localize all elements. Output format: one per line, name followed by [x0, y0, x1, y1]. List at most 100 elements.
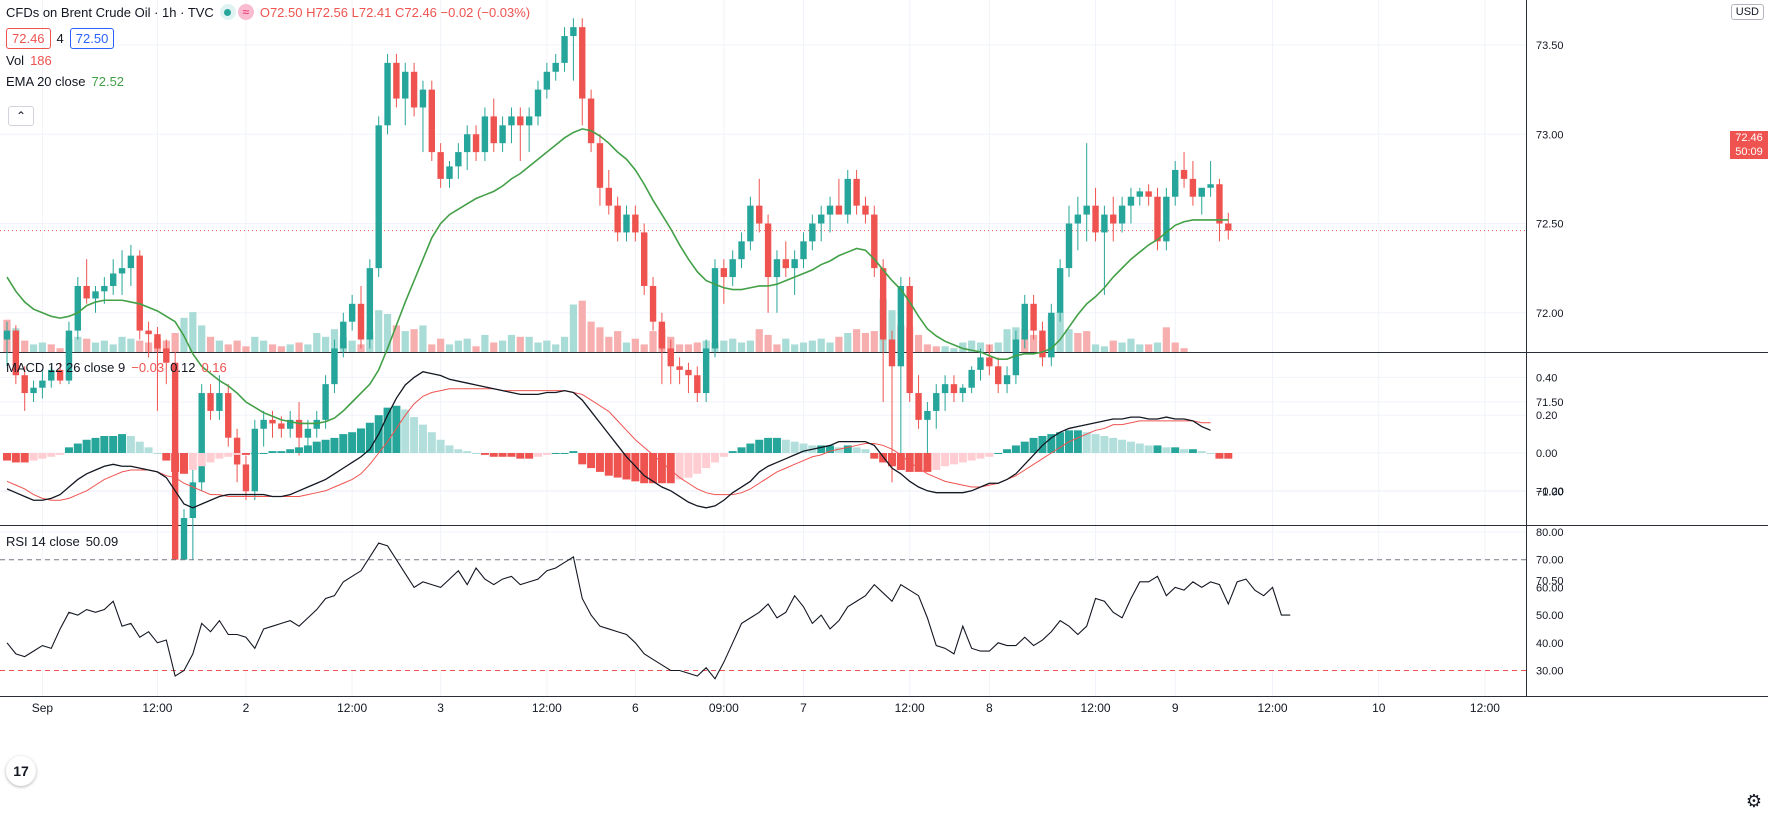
macd-histogram-bar — [56, 453, 65, 455]
volume-bar — [127, 338, 135, 352]
volume-bar — [1100, 346, 1108, 352]
macd-histogram-bar — [171, 453, 180, 472]
macd-axis-label: 0.40 — [1536, 372, 1557, 384]
volume-bar — [605, 336, 613, 352]
volume-bar — [861, 333, 870, 352]
bid-button[interactable]: 72.46 — [6, 28, 51, 49]
macd-histogram-bar — [994, 453, 1003, 454]
macd-histogram-bar — [348, 432, 357, 453]
candle-up — [384, 62, 391, 126]
volume-bar — [286, 344, 294, 352]
candle-up — [118, 268, 126, 274]
volume-bar — [817, 338, 825, 352]
candle-down — [667, 348, 674, 367]
time-axis-label: 6 — [632, 701, 639, 715]
macd-histogram-bar — [295, 447, 304, 453]
macd-histogram-bar — [100, 435, 109, 453]
macd-histogram-bar — [595, 453, 604, 472]
volume-bar — [74, 336, 82, 352]
candle-up — [552, 62, 559, 72]
candle-down — [915, 393, 922, 420]
settings-gear-icon[interactable]: ⚙ — [1745, 791, 1762, 811]
candle-down — [1030, 303, 1037, 331]
price-axis-label: 71.00 — [1536, 486, 1564, 498]
ema-legend[interactable]: EMA 20 close 72.52 — [6, 74, 124, 89]
macd-histogram-bar — [1162, 447, 1171, 453]
volume-bar — [454, 340, 462, 352]
candle-up — [561, 36, 568, 63]
macd-histogram-bar — [728, 451, 737, 453]
macd-histogram-bar — [755, 439, 764, 453]
volume-bar — [853, 329, 861, 352]
chevron-up-icon: ⌃ — [15, 109, 27, 123]
currency-button[interactable]: USD — [1730, 4, 1764, 20]
macd-histogram-bar — [321, 439, 330, 453]
macd-hist-value: −0.03 — [131, 360, 165, 375]
volume-bar — [516, 336, 524, 352]
candle-up — [1172, 169, 1179, 197]
volume-bar — [791, 344, 799, 352]
volume-bar — [445, 344, 454, 352]
macd-histogram-bar — [224, 453, 233, 457]
volume-bar — [410, 329, 418, 352]
volume-bar — [1118, 342, 1126, 352]
macd-histogram-bar — [259, 453, 268, 454]
candle-up — [366, 268, 374, 340]
candle-down — [393, 62, 400, 99]
volume-legend[interactable]: Vol 186 — [6, 53, 52, 68]
candle-up — [1012, 339, 1020, 376]
volume-bar — [100, 340, 108, 352]
candle-up — [1101, 214, 1108, 233]
candle-down — [658, 321, 666, 349]
candle-down — [428, 89, 435, 153]
rsi-line — [6, 542, 1291, 680]
macd-histogram-bar — [38, 453, 47, 459]
volume-bar — [481, 334, 489, 352]
macd-histogram-bar — [1224, 453, 1233, 459]
macd-histogram-bar — [604, 453, 613, 476]
volume-bar — [206, 336, 215, 352]
macd-legend[interactable]: MACD 12 26 close 9 −0.03 0.12 0.16 — [6, 360, 227, 375]
candle-down — [764, 223, 772, 278]
candle-down — [694, 375, 701, 394]
volume-bar — [994, 342, 1002, 352]
macd-histogram-bar — [330, 437, 339, 453]
rsi-legend[interactable]: RSI 14 close 50.09 — [6, 534, 118, 549]
candle-up — [464, 134, 471, 153]
macd-histogram-bar — [525, 453, 534, 459]
volume-bar — [348, 340, 356, 352]
macd-histogram-bar — [560, 453, 569, 454]
candle-up — [110, 273, 117, 286]
candle-up — [1118, 205, 1126, 224]
price-axis-label: 70.50 — [1536, 576, 1564, 588]
candle-up — [1163, 196, 1170, 242]
macd-histogram-bar — [684, 453, 693, 478]
volume-bar — [437, 338, 445, 352]
macd-histogram-bar — [180, 453, 188, 474]
time-axis-label: 8 — [986, 701, 993, 715]
candle-up — [747, 205, 754, 242]
time-axis-label: 12:00 — [337, 701, 367, 715]
collapse-legend-button[interactable]: ⌃ — [8, 106, 34, 126]
quote-legend: 72.46 4 72.50 — [6, 28, 115, 49]
macd-histogram-bar — [958, 453, 967, 463]
macd-histogram-bar — [489, 453, 498, 457]
volume-bar — [47, 344, 55, 352]
symbol-title[interactable]: CFDs on Brent Crude Oil · 1h · TVC — [6, 4, 214, 20]
tradingview-logo-icon[interactable]: 17 — [6, 756, 36, 786]
macd-histogram-bar — [1188, 449, 1197, 453]
macd-histogram-bar — [534, 453, 542, 457]
macd-histogram-bar — [1047, 434, 1056, 453]
candle-up — [65, 330, 73, 381]
volume-bar — [375, 310, 383, 352]
rsi-band-background — [0, 559, 1526, 671]
macd-histogram-bar — [719, 453, 728, 457]
macd-histogram-bar — [188, 453, 197, 471]
market-status-icon[interactable]: ≈ — [219, 4, 254, 20]
macd-histogram-bar — [587, 453, 596, 469]
macd-histogram-bar — [772, 437, 781, 453]
candle-down — [871, 214, 878, 269]
ask-button[interactable]: 72.50 — [69, 28, 115, 49]
candle-up — [977, 357, 984, 370]
